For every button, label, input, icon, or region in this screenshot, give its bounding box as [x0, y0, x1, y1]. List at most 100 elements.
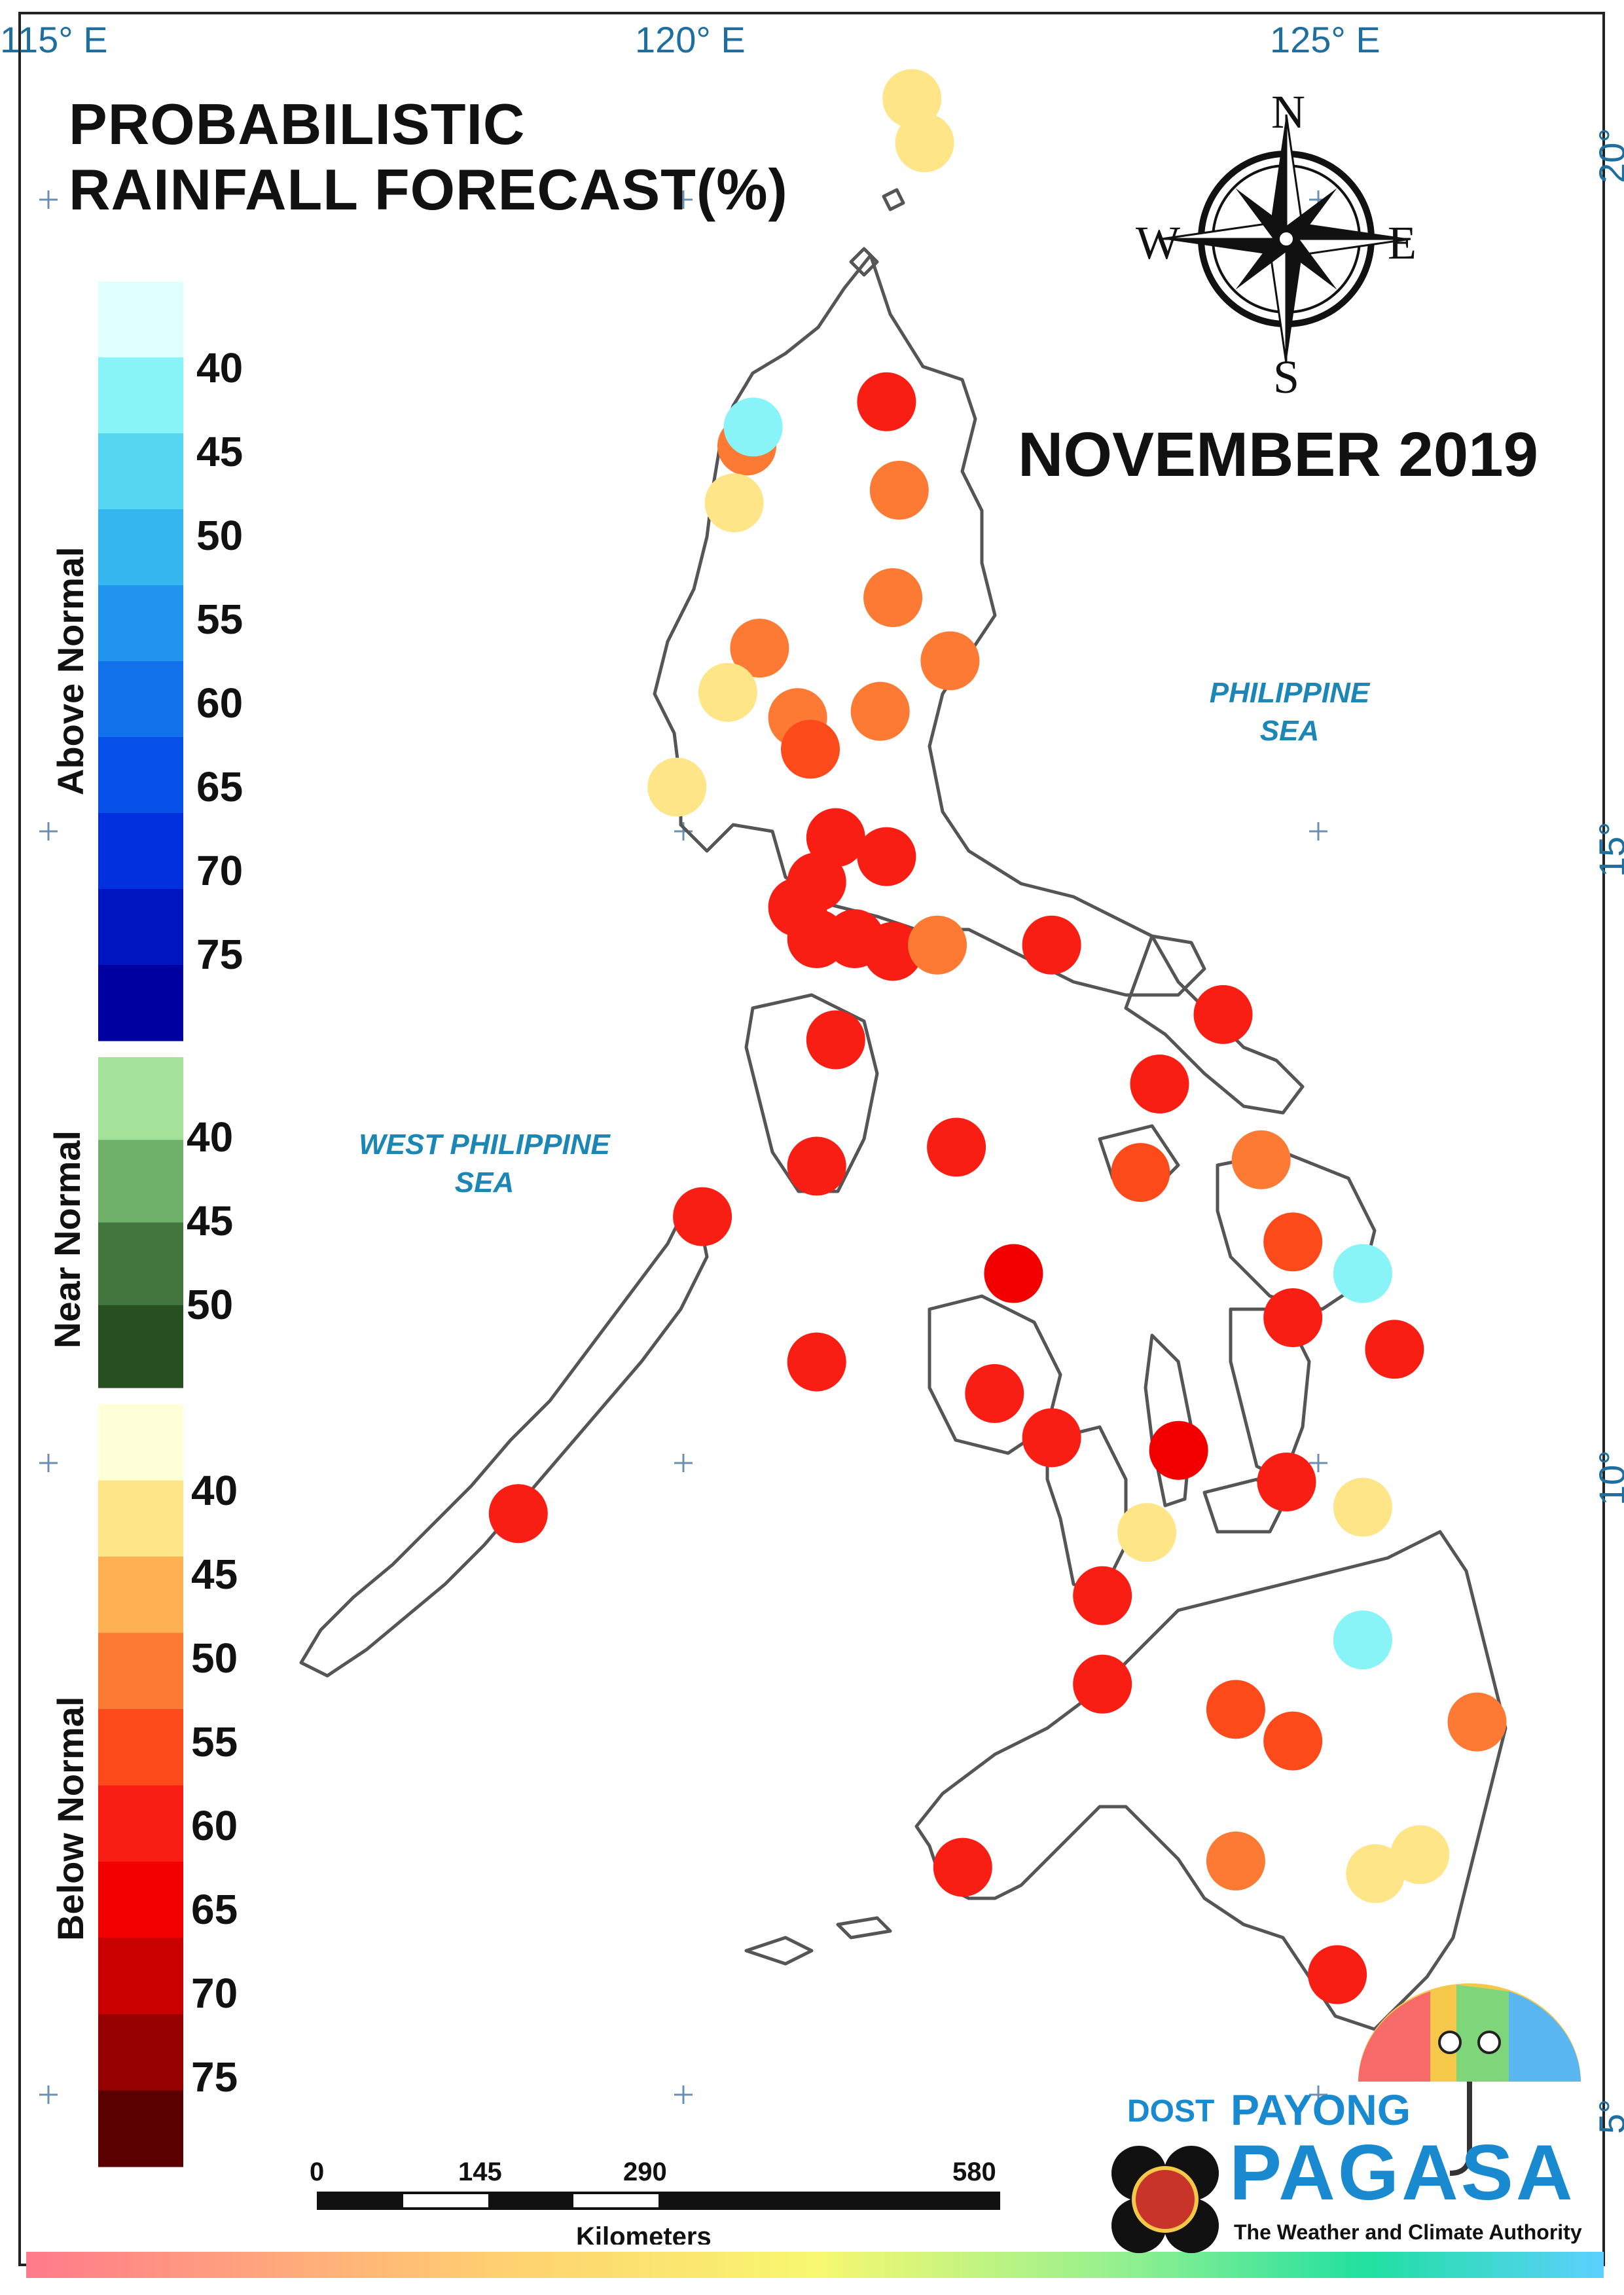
- legend-swatch: [98, 509, 183, 586]
- legend-value: 70: [191, 1970, 238, 2017]
- legend-swatch: [98, 737, 183, 814]
- station-marker: [1365, 1320, 1424, 1379]
- logo-dost: DOST: [1127, 2094, 1215, 2129]
- station-marker: [787, 1136, 846, 1196]
- scale-tick-0: 0: [310, 2158, 325, 2186]
- station-marker: [1231, 1130, 1291, 1189]
- station-marker: [704, 473, 764, 533]
- station-marker: [1447, 1692, 1507, 1752]
- dost-logo-icon: [1111, 2146, 1219, 2253]
- station-marker: [984, 1244, 1043, 1303]
- legend-value: 40: [187, 1113, 234, 1161]
- legend-value: 45: [196, 428, 244, 475]
- sea-west-line-2: SEA: [454, 1166, 514, 1199]
- legend-swatch: [98, 1557, 183, 1633]
- station-marker: [1130, 1055, 1189, 1113]
- sea-east-line-2: SEA: [1259, 715, 1320, 747]
- pagasa-umbrella-icon: [1358, 1983, 1581, 2176]
- station-marker: [1117, 1503, 1177, 1563]
- lat-label-10: 10° N: [1591, 1450, 1624, 1506]
- station-marker: [1193, 985, 1253, 1044]
- legend-value: 50: [191, 1635, 238, 1682]
- station-marker: [1263, 1288, 1323, 1348]
- legend-swatch: [98, 585, 183, 662]
- legend-value: 40: [191, 1467, 238, 1514]
- title-line-1: PROBABILISTIC: [69, 92, 526, 156]
- station-marker: [730, 619, 789, 678]
- legend-swatch: [98, 1938, 183, 2015]
- lat-label-20: 20° N: [1591, 128, 1624, 183]
- station-marker: [1022, 915, 1081, 975]
- logo-payong: PAYONG: [1231, 2086, 1411, 2134]
- station-marker: [698, 662, 757, 722]
- logo-pagasa: PAGASA: [1229, 2129, 1576, 2216]
- station-marker: [933, 1837, 992, 1897]
- station-marker: [1333, 1610, 1392, 1670]
- legend-swatch: [98, 889, 183, 966]
- west-philippine-sea-label: WEST PHILIPPINE SEA: [327, 1126, 641, 1202]
- station-marker: [1073, 1566, 1132, 1625]
- station-marker: [920, 631, 980, 691]
- compass-west: W: [1136, 217, 1180, 269]
- legend-swatch: [98, 965, 183, 1041]
- legend-swatch: [98, 1305, 183, 1388]
- lon-label-115: 115° E: [0, 19, 108, 60]
- legend-value: 55: [191, 1718, 238, 1765]
- station-markers: [488, 69, 1507, 2004]
- station-marker: [1206, 1680, 1265, 1739]
- station-marker: [723, 397, 783, 457]
- legend-swatch: [98, 1057, 183, 1140]
- legend-swatch: [98, 661, 183, 738]
- lat-label-15: 15° N: [1591, 822, 1624, 877]
- philippines-coastline: [299, 188, 1507, 2031]
- station-marker: [869, 460, 929, 520]
- legend-value: 75: [191, 2053, 238, 2101]
- legend-swatch: [98, 2090, 183, 2167]
- station-marker: [863, 922, 923, 981]
- legend-color-bars: [98, 281, 183, 2167]
- station-marker: [1308, 1945, 1367, 2004]
- legend-swatch: [98, 1709, 183, 1786]
- station-marker: [857, 372, 916, 431]
- station-marker: [1263, 1711, 1323, 1771]
- footer-gradient-strip: [26, 2252, 1604, 2278]
- legend-swatch: [98, 1785, 183, 1862]
- station-marker: [1333, 1244, 1392, 1303]
- legend-swatch: [98, 2014, 183, 2091]
- compass-north: N: [1271, 86, 1305, 138]
- legend-value: 45: [191, 1551, 238, 1598]
- station-marker: [1022, 1408, 1081, 1468]
- station-marker: [1263, 1212, 1323, 1272]
- legend-above-normal-label: Above Normal: [50, 547, 91, 795]
- station-marker: [895, 113, 954, 173]
- legend-value: 60: [191, 1802, 238, 1849]
- station-marker: [806, 808, 865, 867]
- legend-swatch: [98, 1862, 183, 1938]
- station-marker: [806, 1010, 865, 1070]
- station-marker: [850, 681, 910, 741]
- legend-swatch: [98, 357, 183, 434]
- compass-east: E: [1388, 217, 1416, 269]
- station-marker: [863, 568, 923, 627]
- legend-swatch: [98, 433, 183, 510]
- station-marker: [787, 1332, 846, 1392]
- scale-tick-580: 580: [952, 2158, 996, 2186]
- map-title: PROBABILISTIC RAINFALL FORECAST(%): [69, 92, 788, 223]
- scale-tick-290: 290: [623, 2158, 667, 2186]
- scale-bar: [317, 2192, 1000, 2210]
- legend-value: 65: [191, 1886, 238, 1933]
- station-marker: [647, 757, 707, 817]
- legend-value: 60: [196, 679, 244, 727]
- legend-swatch: [98, 281, 183, 358]
- station-marker: [1206, 1831, 1265, 1890]
- forecast-month: NOVEMBER 2019: [1018, 420, 1538, 490]
- station-marker: [1333, 1477, 1392, 1537]
- station-marker: [1149, 1420, 1208, 1480]
- legend-value: 70: [196, 847, 244, 894]
- station-marker: [908, 915, 967, 975]
- scale-tick-145: 145: [458, 2158, 502, 2186]
- lat-label-5: 5° N: [1591, 2099, 1624, 2134]
- legend-below-normal-label: Below Normal: [50, 1696, 91, 1941]
- legend-value: 55: [196, 596, 244, 643]
